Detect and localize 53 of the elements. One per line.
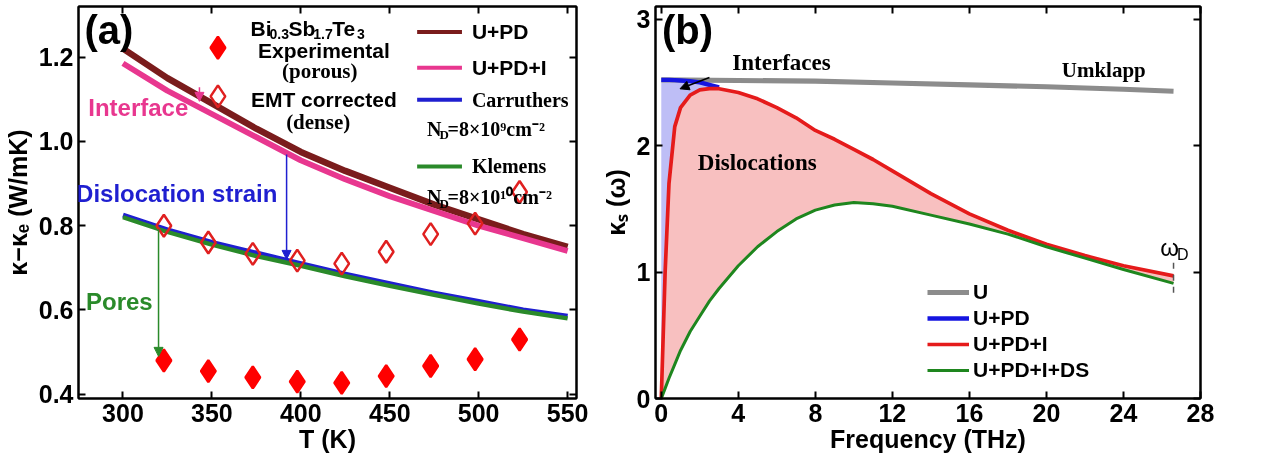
x-tick-label: 8 xyxy=(808,398,823,427)
point xyxy=(155,348,173,373)
annotation: Interface xyxy=(88,93,189,121)
point xyxy=(511,327,529,352)
legend-label: U+PD xyxy=(973,306,1030,330)
legend-label: EMT corrected (dense) xyxy=(250,87,397,135)
legend-label: U+PD xyxy=(471,20,529,44)
x-axis-title: Frequency (THz) xyxy=(830,424,1026,453)
x-tick-label: 550 xyxy=(546,398,589,427)
y-tick-label: 1.0 xyxy=(38,127,74,156)
point xyxy=(155,213,173,238)
annotation: Umklapp xyxy=(1061,57,1146,82)
x-tick-label: 12 xyxy=(878,398,907,427)
y-tick-label: 3 xyxy=(636,5,651,34)
x-tick-label: 16 xyxy=(955,398,984,427)
x-axis-title: T (K) xyxy=(299,424,356,453)
x-tick-label: 500 xyxy=(457,398,500,427)
legend-label: U+PD+I+DS xyxy=(973,358,1090,382)
x-tick-label: 0 xyxy=(654,398,669,427)
line-series xyxy=(659,201,1176,399)
legend-label: U+PD+I xyxy=(471,56,547,80)
annotation: (b) xyxy=(662,8,714,53)
y-tick-label: 1 xyxy=(636,258,651,287)
point xyxy=(244,365,262,390)
annotation: (a) xyxy=(84,8,134,53)
point xyxy=(288,369,306,394)
y-tick-label: 2 xyxy=(636,131,651,160)
x-tick-label: 24 xyxy=(1109,398,1138,427)
y-axis-title: κₛ (ω) xyxy=(601,169,630,236)
y-tick-label: 0.8 xyxy=(38,211,74,240)
annotation: Dislocations xyxy=(697,149,817,175)
y-tick-label: 0.4 xyxy=(38,380,74,409)
y-tick-label: 0.6 xyxy=(38,295,74,324)
x-tick-label: 400 xyxy=(279,398,322,427)
point xyxy=(466,211,484,236)
point xyxy=(333,251,351,276)
point xyxy=(466,347,484,372)
y-tick-label: 1.2 xyxy=(38,43,74,72)
legend-label: U xyxy=(973,280,990,304)
annotation: Pores xyxy=(86,287,153,315)
legend-label: Experimental (porous) xyxy=(257,39,390,84)
x-tick-label: 20 xyxy=(1032,398,1061,427)
y-axis-title: κ−κₑ (W/mK) xyxy=(3,129,32,276)
x-tick-label: 300 xyxy=(102,398,144,427)
x-tick-label: 4 xyxy=(731,398,746,427)
x-tick-label: 450 xyxy=(368,398,411,427)
point xyxy=(199,230,217,255)
annotation: Interfaces xyxy=(732,49,831,75)
point xyxy=(288,248,306,273)
x-tick-label: 28 xyxy=(1186,398,1215,427)
legend-label: U+PD+I xyxy=(973,332,1048,356)
line-series xyxy=(659,77,722,90)
x-tick-label: 350 xyxy=(191,398,233,427)
